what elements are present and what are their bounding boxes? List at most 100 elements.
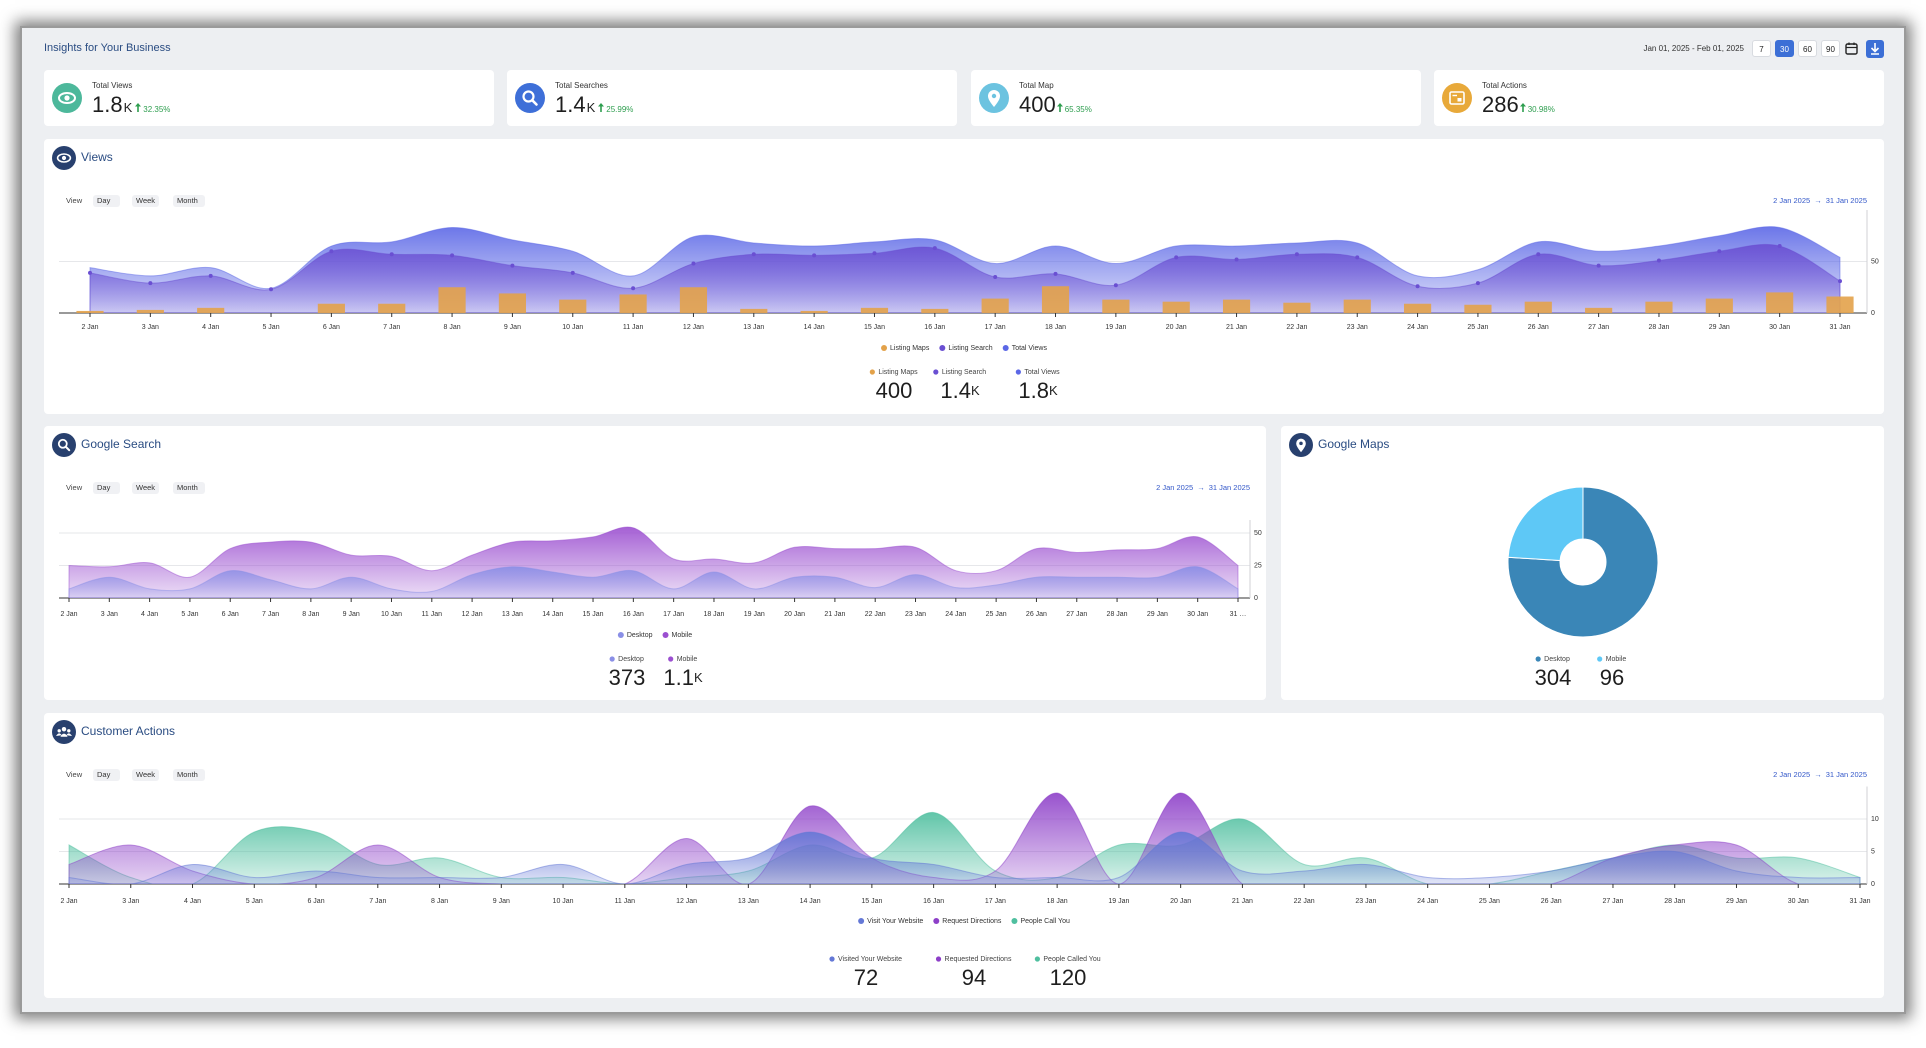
x-tick-label: 22 Jan: [865, 611, 886, 618]
period-button[interactable]: 30: [1775, 40, 1794, 57]
x-tick-label: 11 Jan: [623, 324, 644, 331]
panel-title: Customer Actions: [81, 724, 175, 738]
y-tick-label: 0: [1871, 881, 1875, 888]
calendar-button[interactable]: [1843, 40, 1860, 57]
bar: [1162, 301, 1190, 313]
x-tick-label: 31 Jan: [1829, 324, 1850, 331]
date-range-part: →: [1814, 196, 1822, 205]
x-tick-label: 30 Jan: [1788, 898, 1809, 905]
summary-label: People Called You: [1043, 956, 1100, 963]
period-button[interactable]: 7: [1752, 40, 1771, 57]
marker: [1777, 244, 1782, 249]
kpi-change: 30.98%: [1527, 105, 1555, 114]
summary-number: 1.4: [940, 378, 971, 403]
y-tick-label: 50: [1254, 530, 1262, 537]
x-tick-label: 20 Jan: [1170, 898, 1191, 905]
legend-dot: [1002, 345, 1009, 351]
bar: [438, 287, 466, 313]
icon-glyph: [988, 90, 1000, 107]
summary-label: Listing Maps: [878, 369, 918, 376]
legend-dot: [858, 918, 865, 924]
bar: [679, 287, 708, 313]
donut-slice: [1507, 486, 1659, 638]
x-tick-label: 22 Jan: [1286, 324, 1307, 331]
y-tick-label: 0: [1254, 595, 1258, 602]
kpi-arrow: [135, 103, 142, 112]
view-option[interactable]: Week: [132, 482, 159, 494]
legend-item: People Call You: [1011, 918, 1070, 925]
marker: [208, 273, 213, 278]
icon-glyph: [57, 729, 61, 733]
kpi-label: Total Searches: [555, 81, 608, 90]
bar: [800, 310, 828, 313]
x-tick-label: 5 Jan: [262, 324, 279, 331]
bar: [1524, 301, 1552, 313]
legend-item: Mobile: [662, 632, 692, 639]
icon-glyph: [58, 92, 76, 104]
x-tick-label: 7 Jan: [262, 611, 279, 618]
view-option-label: Month: [177, 483, 198, 492]
legend-item: Desktop: [617, 632, 653, 639]
period-button[interactable]: 60: [1798, 40, 1817, 57]
view-option[interactable]: Month: [173, 482, 205, 494]
view-option[interactable]: Week: [132, 769, 159, 781]
summary-number: 72: [854, 965, 878, 990]
x-tick-label: 10 Jan: [381, 611, 402, 618]
period-button[interactable]: 90: [1821, 40, 1840, 57]
date-range-part: →: [1814, 770, 1822, 779]
x-tick-label: 4 Jan: [184, 898, 201, 905]
icon-glyph: [56, 733, 72, 737]
kpi-change: 32.35%: [143, 105, 171, 114]
bar: [1826, 296, 1854, 313]
area: [89, 243, 1841, 313]
x-tick-label: 24 Jan: [1417, 898, 1438, 905]
bar: [378, 303, 406, 313]
donut-slice: [1507, 486, 1584, 562]
arrow: [1056, 103, 1063, 112]
download-button[interactable]: [1866, 40, 1884, 58]
kpi-value-row: 400 65.35%: [1019, 92, 1092, 118]
x-tick-label: 14 Jan: [542, 611, 563, 618]
legend-dot: [939, 345, 946, 351]
summary-label: Listing Search: [942, 369, 986, 376]
legend-label: Listing Search: [948, 345, 992, 352]
arrow: [135, 103, 142, 112]
date-range-part: 2 Jan 2025: [1156, 483, 1193, 492]
summary-value: 400: [876, 378, 913, 403]
y-tick-label: 5: [1871, 848, 1875, 855]
arrow: [598, 103, 605, 112]
legend-label: Desktop: [627, 632, 653, 639]
view-option[interactable]: Day: [93, 482, 120, 494]
bar: [921, 308, 949, 313]
x-tick-label: 29 Jan: [1147, 611, 1168, 618]
legend-label: Total Views: [1012, 345, 1048, 352]
x-tick-label: 17 Jan: [985, 324, 1006, 331]
google-search-chart: Google Search View Day Week Month 2 Jan 2025 →…: [52, 433, 1262, 690]
legend-item: Total Views: [1002, 345, 1048, 352]
summary-label: Desktop: [618, 656, 644, 663]
x-tick-label: 11 Jan: [615, 898, 636, 905]
summary-number: 1.8: [1018, 378, 1049, 403]
view-label: View: [66, 770, 83, 779]
kpi-label: Total Map: [1019, 81, 1054, 90]
icon-glyph: [57, 438, 68, 449]
view-option[interactable]: Month: [173, 769, 205, 781]
view-option[interactable]: Week: [132, 195, 159, 207]
x-tick-label: 3 Jan: [142, 324, 159, 331]
x-tick-label: 23 Jan: [1355, 898, 1376, 905]
view-option[interactable]: Month: [173, 195, 205, 207]
view-option[interactable]: Day: [93, 769, 120, 781]
bar: [498, 293, 526, 313]
bar: [76, 310, 104, 313]
view-option[interactable]: Day: [93, 195, 120, 207]
date-range-part: 2 Jan 2025: [1773, 770, 1810, 779]
x-tick-label: 28 Jan: [1648, 324, 1669, 331]
icon-glyph: [61, 155, 67, 161]
kpi-card: Total Actions 286 30.98%: [1434, 70, 1884, 126]
period-buttons: 7 30 60 90: [1752, 40, 1840, 57]
x-tick-label: 4 Jan: [141, 611, 158, 618]
icon-bg: [1442, 83, 1472, 113]
google-maps-panel: Google Maps Desktop 304 Mobile 96: [1281, 426, 1884, 700]
x-tick-label: 21 Jan: [824, 611, 845, 618]
date-range: 2 Jan 2025 → 31 Jan 2025: [1773, 196, 1867, 205]
